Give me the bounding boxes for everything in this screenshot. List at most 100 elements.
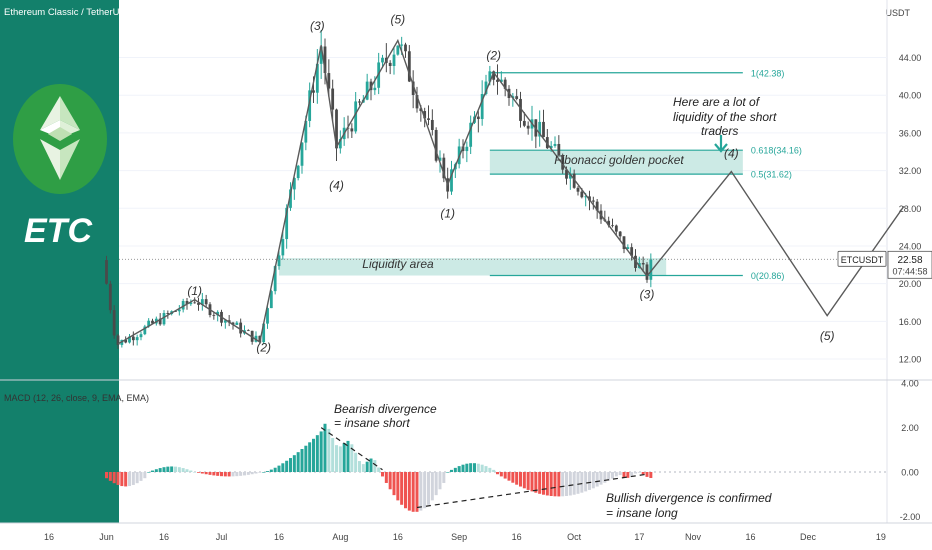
symbol-badge — [837, 250, 887, 267]
macd-layer — [105, 423, 887, 512]
time-tick-label: Nov — [685, 532, 702, 542]
candle-body — [315, 63, 319, 93]
candle-body — [262, 323, 266, 343]
macd-bar — [630, 472, 634, 476]
logo-facet-2 — [60, 96, 80, 130]
zone-rect — [279, 258, 667, 276]
logo-facet-7 — [48, 127, 72, 141]
macd-bar — [120, 472, 124, 487]
macd-bar — [174, 466, 177, 472]
candle-body — [419, 108, 423, 112]
macd-bar — [315, 435, 319, 472]
countdown-label: 07:44:58 — [892, 266, 927, 276]
macd-bar — [147, 472, 151, 473]
liquidity-area-label: Liquidity area — [362, 257, 434, 271]
macd-bar — [465, 463, 469, 472]
wave-label: (2) — [486, 48, 501, 62]
last-price-label: 22.58 — [897, 255, 922, 266]
macd-bar — [262, 472, 266, 473]
macd-bar — [350, 444, 354, 472]
wave-label: (3) — [640, 288, 655, 302]
macd-bar — [503, 472, 507, 479]
macd-bar — [442, 472, 446, 483]
macd-bar — [208, 472, 212, 475]
candle-body — [181, 301, 185, 310]
macd-bar — [515, 472, 519, 485]
candle-body — [561, 155, 565, 170]
macd-bar — [496, 472, 499, 475]
macd-bar — [269, 469, 273, 472]
price-tick-label: 24.00 — [899, 241, 922, 251]
candle-body — [465, 146, 469, 152]
candle-body — [430, 119, 434, 130]
candle-body — [331, 88, 335, 110]
candle-body — [565, 169, 568, 179]
macd-bar — [373, 460, 377, 472]
macd-bar — [319, 431, 323, 472]
macd-bar — [170, 466, 174, 472]
candle-body — [235, 322, 239, 325]
macd-bar — [492, 469, 496, 472]
time-tick-label: Aug — [332, 532, 348, 542]
candle-body — [143, 326, 147, 335]
macd-bar — [511, 472, 515, 483]
candle-body — [131, 336, 135, 341]
logo-facet-1 — [40, 96, 60, 130]
candle-body — [641, 263, 645, 265]
candle-body — [158, 318, 162, 325]
candle-body — [323, 46, 327, 74]
candle-body — [645, 264, 649, 280]
macd-bar — [346, 440, 350, 472]
macd-bar — [423, 472, 427, 509]
macd-bar — [304, 445, 308, 472]
wave-label: (5) — [390, 13, 405, 27]
macd-bar — [438, 472, 442, 490]
macd-bar — [599, 472, 603, 485]
candle-body — [174, 311, 177, 312]
candle-body — [488, 71, 492, 82]
candle-body — [442, 157, 446, 179]
macd-bar — [331, 437, 335, 472]
candle-body — [304, 120, 308, 143]
macd-bar — [396, 472, 400, 501]
candle-body — [212, 315, 216, 316]
macd-bar — [568, 472, 572, 496]
macd-bar — [273, 467, 277, 472]
macd-bar — [404, 472, 407, 509]
macd-bar — [626, 472, 630, 478]
wave-layer: (1) (2) (3) (5) (4) (1) (2) (3) (4) (5) — [117, 13, 905, 354]
candle-body — [177, 309, 181, 312]
candle-body — [557, 143, 561, 156]
candle-body — [105, 260, 108, 284]
macd-axis: 4.00 2.00 0.00 -2.00 — [900, 379, 921, 522]
candle-body — [358, 101, 361, 103]
macd-bar — [193, 472, 197, 473]
macd-bar — [430, 472, 434, 501]
time-tick-label: Oct — [567, 532, 582, 542]
macd-bar — [131, 472, 135, 485]
macd-bar — [189, 470, 193, 472]
fib-label: 1(42.38) — [751, 68, 785, 78]
macd-bar — [285, 460, 289, 472]
macd-bar — [415, 472, 419, 512]
etc-logo — [13, 84, 107, 194]
macd-tick-label: 0.00 — [901, 468, 919, 478]
macd-bar — [480, 464, 484, 472]
candle-body — [296, 165, 300, 179]
candle-body — [591, 200, 595, 202]
candle-body — [216, 311, 220, 316]
candle-body — [246, 330, 250, 332]
liquidity-note-line-3: traders — [701, 124, 738, 138]
price-tick-label: 12.00 — [899, 355, 922, 365]
macd-bar — [637, 472, 641, 473]
macd-bar — [526, 472, 530, 490]
wave-label: (5) — [820, 329, 835, 343]
candle-body — [193, 302, 197, 304]
macd-bar — [553, 472, 557, 497]
candle-body — [469, 122, 473, 147]
candle-body — [139, 334, 143, 338]
macd-bar — [377, 467, 381, 472]
currency-label: USDT — [886, 8, 911, 18]
candle-body — [289, 189, 292, 208]
candle-body — [450, 169, 453, 192]
